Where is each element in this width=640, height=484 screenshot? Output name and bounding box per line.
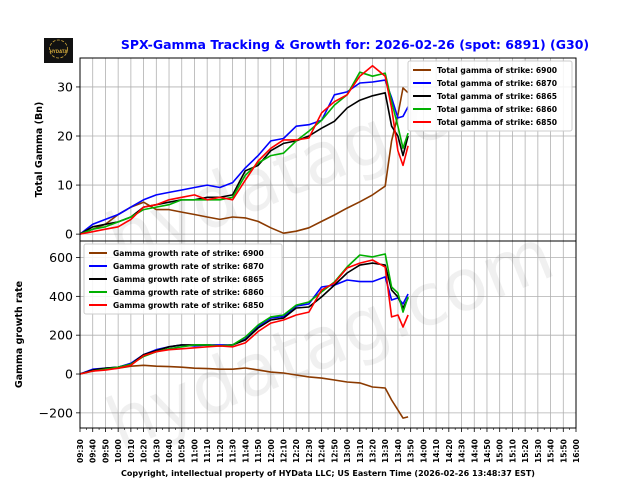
x-tick-label: 13:00	[343, 439, 352, 463]
x-tick-label: 11:10	[203, 439, 212, 463]
legend-box	[407, 60, 573, 132]
x-tick-label: 12:20	[292, 439, 301, 463]
x-tick-label: 13:30	[381, 439, 390, 463]
legend: Total gamma of strike: 6900 Total gamma o…	[407, 60, 573, 132]
y-tick-label: 20	[57, 129, 73, 144]
y-tick-label: 600	[49, 250, 73, 265]
x-tick-label: 11:40	[241, 439, 250, 463]
series-line-6900	[79, 364, 409, 419]
x-tick-label: 10:40	[165, 439, 174, 463]
legend-label: Total gamma of strike: 6850	[437, 118, 557, 127]
logo: HYDATA	[44, 38, 73, 63]
x-tick-label: 09:30	[76, 439, 85, 463]
legend-label: Gamma growth rate of strike: 6900	[113, 249, 264, 258]
x-tick-label: 13:10	[356, 439, 365, 463]
y-axis-label: Total Gamma (Bn)	[34, 102, 45, 198]
legend-label: Gamma growth rate of strike: 6850	[113, 301, 264, 310]
series-line-6850	[79, 65, 409, 235]
x-tick-label: 10:50	[178, 439, 187, 463]
x-tick-label: 15:10	[508, 439, 517, 463]
x-tick-label: 15:50	[559, 439, 568, 463]
x-tick-label: 14:10	[432, 439, 441, 463]
x-tick-label: 12:10	[279, 439, 288, 463]
x-tick-label: 10:20	[140, 439, 149, 463]
x-tick-label: 09:40	[89, 439, 98, 463]
legend-label: Gamma growth rate of strike: 6870	[113, 262, 264, 271]
logo-text: HYDATA	[50, 49, 69, 54]
x-tick-label: 13:40	[394, 439, 403, 463]
legend-label: Gamma growth rate of strike: 6865	[113, 275, 264, 284]
x-tick-label: 10:10	[127, 439, 136, 463]
series-line-6900	[79, 87, 409, 235]
x-tick-label: 11:00	[190, 439, 199, 463]
series-line-6870	[79, 79, 409, 235]
x-tick-label: 13:50	[407, 439, 416, 463]
x-tick-label: 14:20	[445, 439, 454, 463]
x-tick-label: 13:20	[369, 439, 378, 463]
series-line-6850	[79, 259, 409, 375]
legend-box	[83, 243, 283, 315]
y-tick-label: 0	[65, 367, 73, 382]
x-tick-label: 14:50	[483, 439, 492, 463]
x-tick-label: 14:40	[470, 439, 479, 463]
chart-title: SPX-Gamma Tracking & Growth for: 2026-02…	[121, 37, 589, 52]
x-tick-label: 15:20	[521, 439, 530, 463]
x-tick-label: 14:00	[419, 439, 428, 463]
y-tick-label: 400	[49, 289, 73, 304]
x-tick-label: 12:50	[330, 439, 339, 463]
x-tick-label: 11:20	[216, 439, 225, 463]
x-tick-label: 16:00	[572, 439, 581, 463]
y-axis-label: Gamma growth rate	[14, 281, 25, 388]
legend-label: Total gamma of strike: 6865	[437, 92, 557, 101]
x-tick-label: 11:50	[254, 439, 263, 463]
footer-copyright: Copyright, intellectual property of HYDa…	[121, 469, 535, 478]
x-tick-label: 11:30	[229, 439, 238, 463]
legend-label: Total gamma of strike: 6900	[437, 66, 557, 75]
y-tick-label: 30	[57, 79, 73, 94]
legend-label: Total gamma of strike: 6870	[437, 79, 557, 88]
x-tick-label: 12:00	[267, 439, 276, 463]
x-tick-label: 15:30	[534, 439, 543, 463]
x-tick-label: 12:40	[318, 439, 327, 463]
legend: Gamma growth rate of strike: 6900 Gamma g…	[83, 243, 283, 315]
y-tick-label: 200	[49, 328, 73, 343]
x-tick-label: 15:00	[496, 439, 505, 463]
x-tick-label: 12:30	[305, 439, 314, 463]
y-tick-label: 10	[57, 178, 73, 193]
x-tick-label: 14:30	[458, 439, 467, 463]
y-tick-label: 0	[65, 227, 73, 242]
x-tick-label: 10:00	[114, 439, 123, 463]
y-tick-label: −200	[39, 405, 73, 420]
x-tick-label: 10:30	[152, 439, 161, 463]
legend-label: Gamma growth rate of strike: 6860	[113, 288, 264, 297]
legend-label: Total gamma of strike: 6860	[437, 105, 557, 114]
x-tick-label: 09:50	[101, 439, 110, 463]
x-tick-label: 15:40	[547, 439, 556, 463]
